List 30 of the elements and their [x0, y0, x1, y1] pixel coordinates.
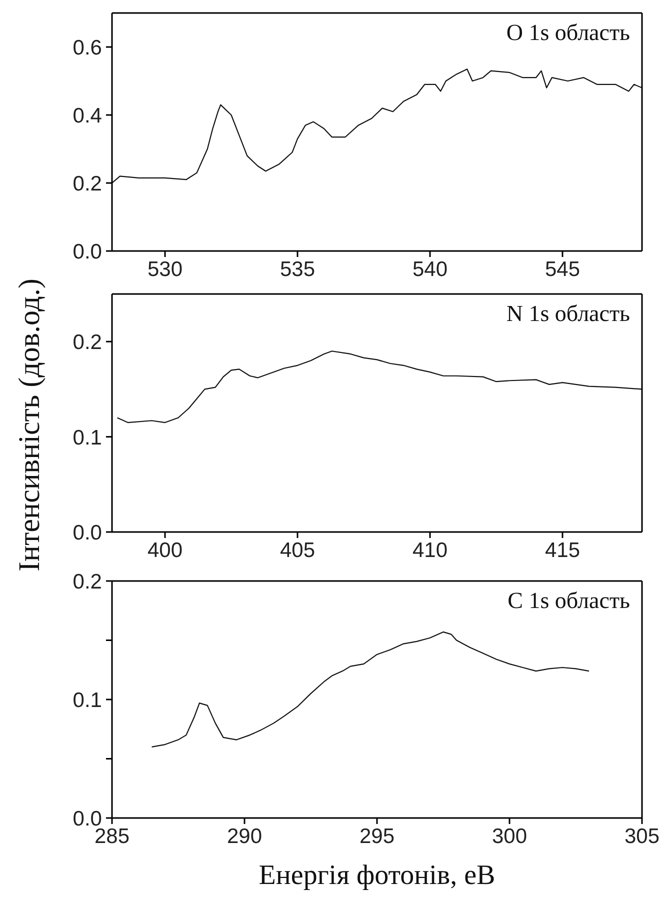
- x-tick-label: 415: [544, 538, 580, 562]
- x-tick-label: 285: [94, 824, 130, 848]
- y-tick-label: 0.4: [72, 104, 102, 128]
- y-tick-label: 0.0: [72, 240, 102, 264]
- x-axis-title: Енергія фотонів, еВ: [258, 860, 496, 891]
- x-tick-label: 400: [147, 538, 183, 562]
- x-tick-label: 545: [544, 258, 580, 281]
- x-tick-label: 535: [280, 258, 316, 281]
- y-tick-label: 0.1: [72, 688, 102, 712]
- y-tick-label: 0.1: [72, 426, 102, 450]
- y-tick-label: 0.2: [72, 570, 102, 594]
- annotation: C 1s область: [508, 588, 630, 614]
- y-tick-label: 0.2: [72, 172, 102, 196]
- x-tick-label: 305: [624, 824, 660, 848]
- y-tick-label: 0.6: [72, 36, 102, 60]
- annotation: N 1s область: [506, 301, 630, 327]
- line-series: [151, 631, 590, 748]
- annotation: O 1s область: [506, 20, 630, 46]
- y-axis-title: Інтенсивність (дов.од.): [13, 278, 47, 572]
- y-tick-label: 0.2: [72, 331, 102, 354]
- x-tick-label: 410: [412, 538, 448, 562]
- y-tick-label: 0.0: [72, 521, 102, 544]
- x-tick-label: 295: [359, 824, 395, 848]
- line-series: [112, 68, 642, 184]
- x-tick-label: 405: [280, 538, 316, 562]
- x-tick-label: 290: [226, 824, 262, 848]
- x-tick-label: 540: [412, 258, 448, 281]
- line-series: [116, 350, 642, 424]
- x-tick-label: 300: [492, 824, 528, 848]
- x-tick-label: 530: [147, 258, 183, 281]
